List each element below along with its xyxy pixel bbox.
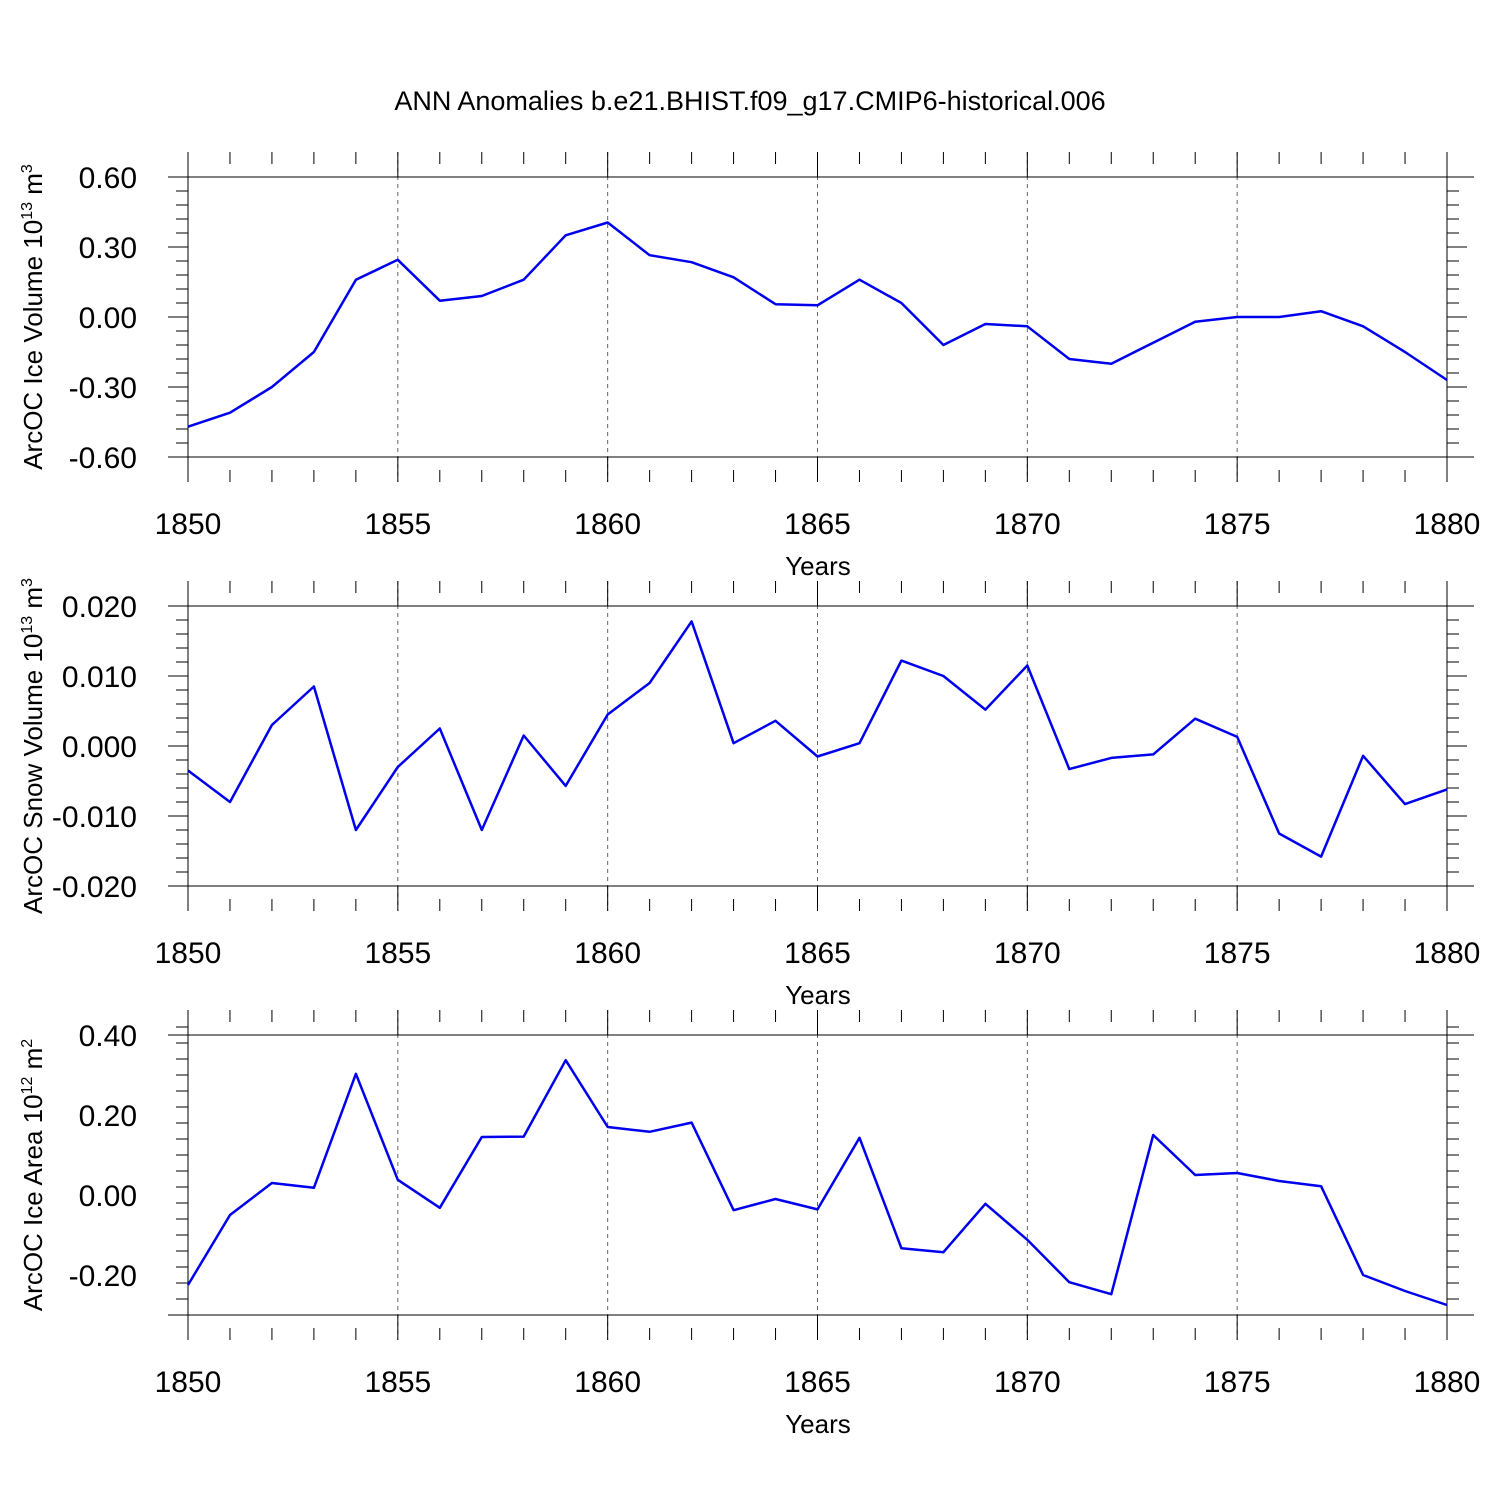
y-axis-label-exp: 13 <box>19 202 36 220</box>
panels: 0.60 0.30 0.00 -0.30 -0.60 1850 1855 1860 1865 18… <box>18 152 1480 1439</box>
x-tick-label: 1870 <box>994 937 1061 970</box>
y-axis-label-unit-exp: 2 <box>19 1039 36 1048</box>
y-axis-label-unit-exp: 3 <box>19 578 36 587</box>
panel-3: 0.40 0.20 0.00 -0.20 1850 1855 1860 1865 1870 187… <box>18 1010 1480 1439</box>
x-axis-label: Years <box>785 1409 851 1439</box>
x-tick-label: 1880 <box>1414 1366 1481 1399</box>
series-line <box>186 1058 1448 1307</box>
y-tick-label: 0.00 <box>79 302 137 335</box>
x-tick-label: 1875 <box>1204 1366 1271 1399</box>
x-tick-label: 1860 <box>574 1366 641 1399</box>
y-axis-label-exp: 12 <box>19 1077 36 1095</box>
x-tick-label: 1855 <box>364 937 431 970</box>
x-tick-label: 1855 <box>364 1366 431 1399</box>
x-tick-label: 1870 <box>994 1366 1061 1399</box>
y-axis-label-unit: m <box>18 587 48 616</box>
chart-title: ANN Anomalies b.e21.BHIST.f09_g17.CMIP6-… <box>394 86 1105 116</box>
x-tick-label: 1855 <box>364 508 431 541</box>
y-tick-label: -0.020 <box>52 871 137 904</box>
y-axis-label: ArcOC Ice Area 1012 m2 <box>18 1039 48 1311</box>
y-axis-label-unit: m <box>18 1048 48 1077</box>
series-line <box>187 620 1448 858</box>
x-axis-label: Years <box>785 551 851 581</box>
panel-1: 0.60 0.30 0.00 -0.30 -0.60 1850 1855 1860 1865 18… <box>18 152 1480 581</box>
x-tick-label: 1850 <box>155 937 222 970</box>
y-axis-label: ArcOC Snow Volume 1013 m3 <box>18 578 48 914</box>
y-tick-label: -0.60 <box>69 442 137 475</box>
x-tick-label: 1860 <box>574 937 641 970</box>
x-axis-label: Years <box>785 980 851 1010</box>
y-axis-label-unit-exp: 3 <box>19 164 36 173</box>
x-tick-label: 1870 <box>994 508 1061 541</box>
y-axis-label-unit: m <box>18 173 48 202</box>
y-tick-label: -0.010 <box>52 801 137 834</box>
y-axis-label-exp: 13 <box>19 616 36 634</box>
x-tick-label: 1865 <box>784 937 851 970</box>
y-tick-label: 0.30 <box>79 232 137 265</box>
y-tick-label: -0.30 <box>69 372 137 405</box>
x-tick-label: 1880 <box>1414 937 1481 970</box>
x-tick-label: 1865 <box>784 1366 851 1399</box>
y-tick-label: 0.020 <box>62 591 137 624</box>
y-tick-label: 0.010 <box>62 661 137 694</box>
x-tick-label: 1865 <box>784 508 851 541</box>
y-tick-label: 0.00 <box>79 1180 137 1213</box>
x-tick-label: 1850 <box>155 1366 222 1399</box>
x-tick-label: 1860 <box>574 508 641 541</box>
y-tick-label: 0.20 <box>79 1100 137 1133</box>
y-tick-label: 0.000 <box>62 731 137 764</box>
panel-2: 0.020 0.010 0.000 -0.010 -0.020 1850 1855 1860 1… <box>18 578 1480 1010</box>
series-line <box>187 221 1448 428</box>
y-axis-label-main: ArcOC Snow Volume 10 <box>18 634 48 914</box>
x-tick-label: 1875 <box>1204 937 1271 970</box>
x-tick-label: 1880 <box>1414 508 1481 541</box>
y-axis-label-main: ArcOC Ice Area 10 <box>18 1094 48 1311</box>
y-tick-label: 0.60 <box>79 162 137 195</box>
y-tick-label: 0.40 <box>79 1020 137 1053</box>
x-tick-label: 1850 <box>155 508 222 541</box>
y-tick-label: -0.20 <box>69 1260 137 1293</box>
y-axis-label: ArcOC Ice Volume 1013 m3 <box>18 164 48 470</box>
x-tick-label: 1875 <box>1204 508 1271 541</box>
y-axis-label-main: ArcOC Ice Volume 10 <box>18 220 48 470</box>
